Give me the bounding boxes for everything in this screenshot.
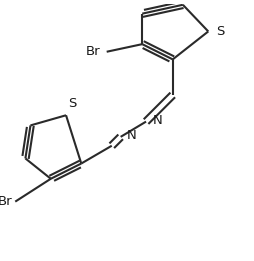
Text: Br: Br <box>0 195 13 208</box>
Text: N: N <box>152 114 162 127</box>
Text: Br: Br <box>86 45 100 58</box>
Text: S: S <box>216 25 224 38</box>
Text: N: N <box>127 129 137 142</box>
Text: S: S <box>69 97 77 110</box>
